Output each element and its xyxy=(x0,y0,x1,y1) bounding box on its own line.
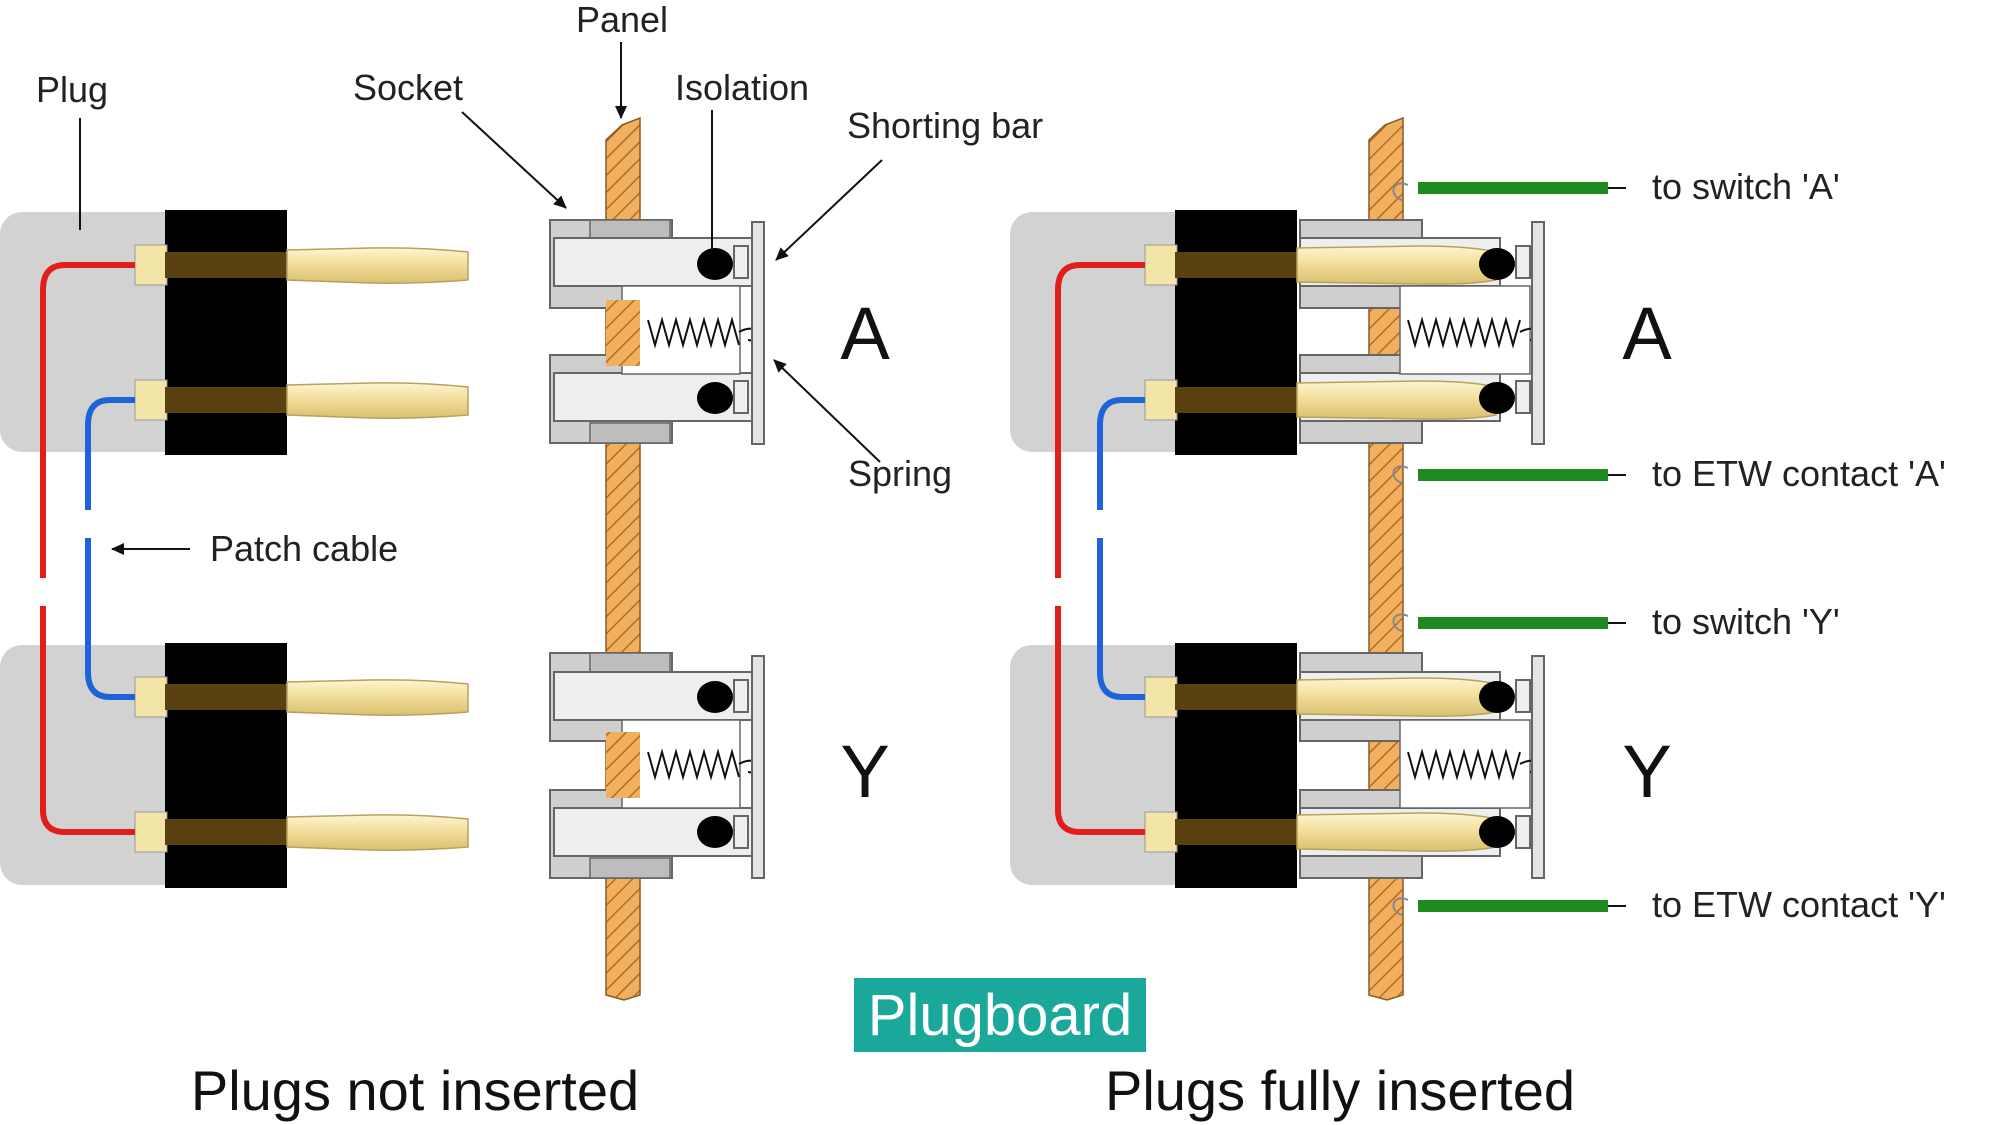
pin xyxy=(134,676,469,718)
panel xyxy=(1368,116,1404,1001)
wire-etw-y-label: to ETW contact 'Y' xyxy=(1652,884,1946,925)
plug-block-y xyxy=(165,643,287,888)
wire-etw-a-label: to ETW contact 'A' xyxy=(1652,453,1946,494)
patch-cable-blue xyxy=(85,397,135,700)
caption-right: Plugs fully inserted xyxy=(1105,1059,1575,1122)
spring-arrow xyxy=(773,359,881,463)
shorting-bar-y xyxy=(1531,655,1545,879)
group-a-label-left: A xyxy=(840,292,890,375)
callouts xyxy=(79,42,883,555)
pin xyxy=(1144,811,1515,853)
wire-etw-y xyxy=(1392,897,1626,916)
plug-block-a xyxy=(1175,210,1297,455)
patch-cable-red xyxy=(40,262,135,835)
socket-label: Socket xyxy=(353,67,463,108)
isolation-label: Isolation xyxy=(675,67,809,108)
patch-cable-label: Patch cable xyxy=(210,528,398,569)
wire-switch-y-label: to switch 'Y' xyxy=(1652,601,1840,642)
patch-cable-blue xyxy=(1097,397,1145,700)
plug-block-a xyxy=(165,210,287,455)
plug-block-y xyxy=(1175,643,1297,888)
pin xyxy=(134,379,469,421)
shorting-bar-a xyxy=(1531,221,1545,445)
shorting-bar-arrow xyxy=(775,159,883,261)
socket-a xyxy=(549,219,765,445)
right-assembly xyxy=(1010,116,1626,1001)
wire-etw-a xyxy=(1392,465,1626,484)
plugboard-badge xyxy=(854,978,1146,1052)
wire-switch-a-label: to switch 'A' xyxy=(1652,166,1840,207)
wire-switch-a xyxy=(1392,182,1626,201)
spring-label: Spring xyxy=(848,453,952,494)
pin xyxy=(134,811,469,853)
socket-arrow xyxy=(461,111,567,209)
plug-label: Plug xyxy=(36,69,108,110)
group-y-label-right: Y xyxy=(1622,730,1671,813)
shorting-bar-label: Shorting bar xyxy=(847,105,1043,146)
group-a-label-right: A xyxy=(1622,292,1672,375)
patch-cable-red xyxy=(1055,262,1145,835)
socket-y xyxy=(549,652,765,879)
group-y-label-left: Y xyxy=(840,730,889,813)
plugboard-badge-text: Plugboard xyxy=(868,983,1132,1048)
pin xyxy=(1144,676,1515,718)
caption-left: Plugs not inserted xyxy=(191,1059,639,1122)
shorting-bar-y xyxy=(751,655,765,879)
pin xyxy=(1144,244,1515,286)
shorting-bar-a xyxy=(751,221,765,445)
pin xyxy=(1144,379,1515,421)
wire-switch-y xyxy=(1392,613,1626,632)
panel-label: Panel xyxy=(576,0,668,40)
left-assembly xyxy=(0,116,765,1001)
